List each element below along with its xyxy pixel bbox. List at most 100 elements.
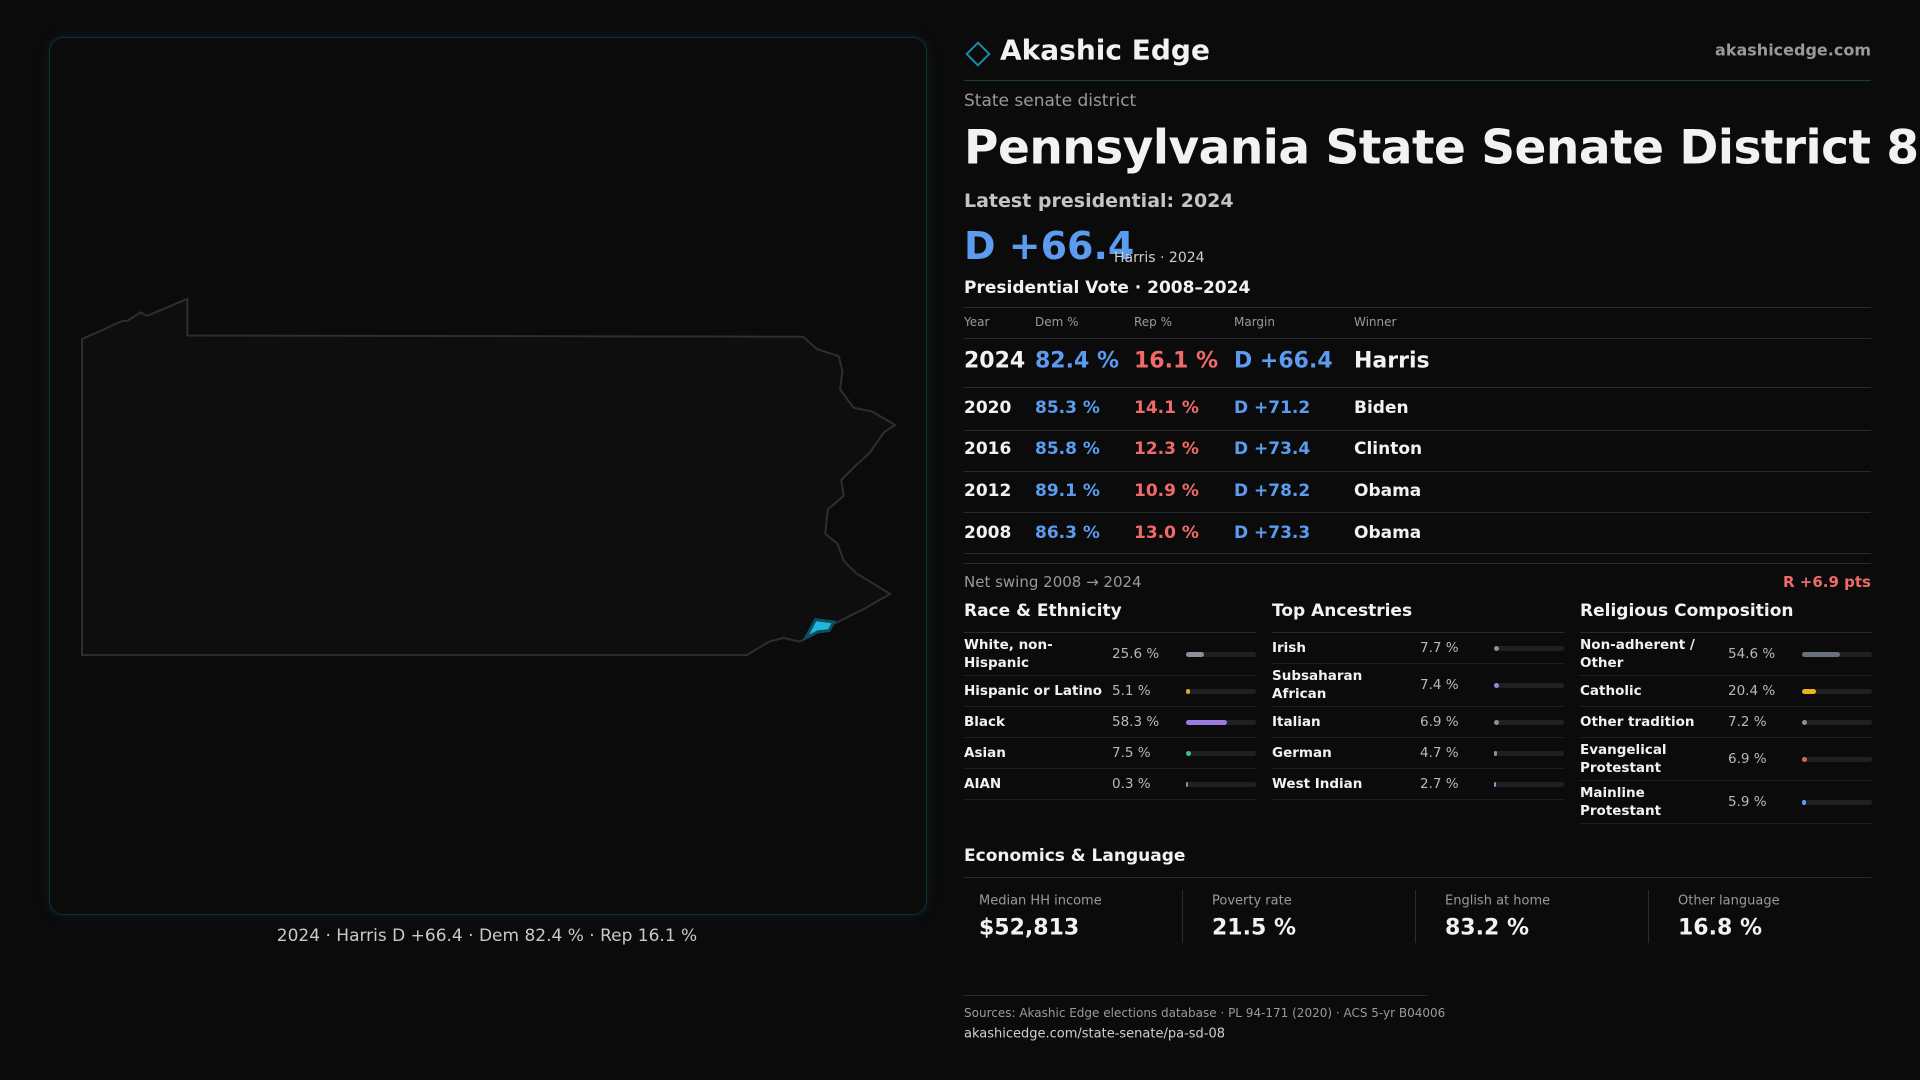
column-header: Rep % bbox=[1134, 315, 1173, 329]
headline-margin: D +66.4 bbox=[964, 224, 1135, 268]
table-cell: 12.3 % bbox=[1134, 439, 1199, 459]
table-cell: 13.0 % bbox=[1134, 523, 1199, 543]
card-divider bbox=[1648, 890, 1649, 943]
item-value: 5.1 % bbox=[1112, 683, 1151, 699]
table-cell: Harris bbox=[1354, 348, 1430, 374]
map-caption: 2024 · Harris D +66.4 · Dem 82.4 % · Rep… bbox=[276, 926, 698, 946]
table-cell: 85.3 % bbox=[1035, 398, 1100, 418]
item-value: 7.2 % bbox=[1728, 714, 1767, 730]
district-kind: State senate district bbox=[964, 91, 1137, 111]
item-row: German 4.7 % bbox=[1272, 738, 1564, 769]
swing-value: R +6.9 pts bbox=[1783, 573, 1871, 591]
panel-title: Race & Ethnicity bbox=[964, 596, 1256, 633]
item-row: Catholic 20.4 % bbox=[1580, 676, 1872, 707]
bar-track bbox=[1186, 688, 1256, 694]
item-row: Black 58.3 % bbox=[964, 707, 1256, 738]
panel-title: Top Ancestries bbox=[1272, 596, 1564, 633]
brand: Akashic Edge bbox=[1000, 33, 1210, 67]
bar bbox=[1802, 799, 1807, 805]
item-value: 2.7 % bbox=[1420, 776, 1459, 792]
bar bbox=[1802, 756, 1807, 762]
card-label: Poverty rate bbox=[1212, 893, 1292, 909]
sources: Sources: Akashic Edge elections database… bbox=[964, 1006, 1446, 1020]
divider bbox=[964, 512, 1871, 513]
item-name: AIAN bbox=[964, 776, 1002, 792]
item-value: 25.6 % bbox=[1112, 646, 1160, 662]
column-header: Margin bbox=[1234, 315, 1275, 329]
source-url: akashicedge.com/state-senate/pa-sd-08 bbox=[964, 1026, 1226, 1042]
item-row: Other tradition 7.2 % bbox=[1580, 707, 1872, 738]
card-label: English at home bbox=[1445, 893, 1551, 909]
table-title: Presidential Vote · 2008–2024 bbox=[964, 278, 1251, 298]
item-value: 7.7 % bbox=[1420, 640, 1459, 656]
table-cell: 2024 bbox=[964, 348, 1026, 374]
bar-track bbox=[1186, 651, 1256, 657]
table-cell: 89.1 % bbox=[1035, 481, 1100, 501]
item-name: Hispanic or Latino bbox=[964, 683, 1102, 699]
district-title: Pennsylvania State Senate District 8 bbox=[964, 120, 1919, 176]
item-row: Hispanic or Latino 5.1 % bbox=[964, 676, 1256, 707]
bar bbox=[1802, 688, 1817, 694]
bar-track bbox=[1186, 781, 1256, 787]
table-cell: D +71.2 bbox=[1234, 398, 1311, 418]
item-value: 6.9 % bbox=[1728, 751, 1767, 767]
table-cell: 86.3 % bbox=[1035, 523, 1100, 543]
bar bbox=[1802, 719, 1808, 725]
panel-title: Religious Composition bbox=[1580, 596, 1872, 633]
item-value: 7.5 % bbox=[1112, 745, 1151, 761]
item-value: 20.4 % bbox=[1728, 683, 1776, 699]
bar-track bbox=[1802, 799, 1872, 805]
table-cell: 10.9 % bbox=[1134, 481, 1199, 501]
column-header: Year bbox=[964, 315, 990, 329]
divider bbox=[964, 563, 1871, 564]
item-value: 54.6 % bbox=[1728, 646, 1776, 662]
bar bbox=[1186, 781, 1188, 787]
table-cell: 2020 bbox=[964, 398, 1012, 418]
divider bbox=[964, 553, 1871, 554]
map-panel bbox=[49, 37, 927, 915]
item-name: Asian bbox=[964, 745, 1006, 761]
bar-track bbox=[1494, 781, 1564, 787]
divider bbox=[964, 877, 1871, 878]
bar-track bbox=[1494, 750, 1564, 756]
bar-track bbox=[1802, 756, 1872, 762]
column-header: Winner bbox=[1354, 315, 1397, 329]
table-cell: Obama bbox=[1354, 481, 1422, 501]
item-value: 7.4 % bbox=[1420, 677, 1459, 693]
card-divider bbox=[1182, 890, 1183, 943]
district-shape bbox=[806, 620, 834, 638]
table-cell: 2012 bbox=[964, 481, 1012, 501]
logo bbox=[965, 41, 991, 67]
latest-label: Latest presidential: 2024 bbox=[964, 190, 1234, 212]
econ-title: Economics & Language bbox=[964, 846, 1186, 866]
bar bbox=[1186, 688, 1190, 694]
bar-track bbox=[1802, 651, 1872, 657]
item-value: 0.3 % bbox=[1112, 776, 1151, 792]
table-cell: D +78.2 bbox=[1234, 481, 1311, 501]
bar-track bbox=[1494, 645, 1564, 651]
divider bbox=[964, 80, 1871, 81]
item-name: Subsaharan African bbox=[1272, 668, 1363, 702]
card-value: 83.2 % bbox=[1445, 915, 1529, 941]
bar-track bbox=[1494, 719, 1564, 725]
table-cell: 85.8 % bbox=[1035, 439, 1100, 459]
table-cell: 2016 bbox=[964, 439, 1012, 459]
item-name: Italian bbox=[1272, 714, 1321, 730]
swing-label: Net swing 2008 → 2024 bbox=[964, 573, 1142, 591]
item-name: West Indian bbox=[1272, 776, 1363, 792]
item-row: Subsaharan African 7.4 % bbox=[1272, 664, 1564, 707]
divider bbox=[964, 471, 1871, 472]
bar bbox=[1186, 651, 1204, 657]
state-outline bbox=[82, 299, 895, 655]
map bbox=[0, 0, 927, 915]
margin-note: Harris · 2024 bbox=[1114, 250, 1205, 266]
item-name: Black bbox=[964, 714, 1006, 730]
card-value: 21.5 % bbox=[1212, 915, 1296, 941]
item-value: 4.7 % bbox=[1420, 745, 1459, 761]
item-value: 5.9 % bbox=[1728, 794, 1767, 810]
table-cell: 14.1 % bbox=[1134, 398, 1199, 418]
bar bbox=[1494, 719, 1499, 725]
ancestry-panel: Top Ancestries Irish 7.7 % Subsaharan Afric… bbox=[1272, 596, 1564, 800]
table-cell: 16.1 % bbox=[1134, 348, 1218, 374]
